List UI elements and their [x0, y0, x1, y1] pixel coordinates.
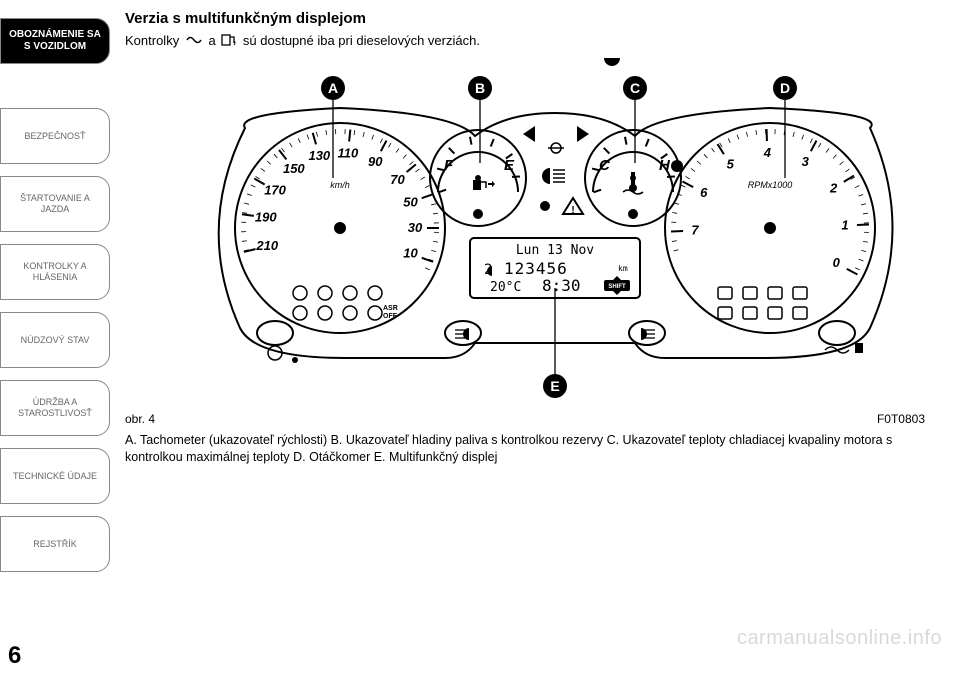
svg-text:!: !	[571, 205, 574, 216]
svg-text:0: 0	[833, 255, 841, 270]
svg-text:70: 70	[390, 172, 405, 187]
svg-text:km/h: km/h	[330, 180, 350, 190]
svg-text:5: 5	[727, 156, 735, 171]
svg-text:30: 30	[408, 220, 423, 235]
page-number: 6	[8, 642, 21, 670]
subtitle-pre: Kontrolky	[125, 33, 183, 48]
svg-text:A: A	[328, 80, 338, 96]
svg-text:ASR: ASR	[383, 305, 398, 312]
svg-text:110: 110	[337, 145, 358, 160]
svg-text:C: C	[630, 80, 640, 96]
svg-text:RPMx1000: RPMx1000	[748, 180, 793, 190]
section-subtitle: Kontrolky a sú dostupné iba pri dieselov…	[125, 33, 945, 50]
figure-code: F0T0803	[877, 412, 925, 426]
sidebar-tab[interactable]: NÚDZOVÝ STAV	[0, 312, 110, 368]
svg-text:90: 90	[368, 154, 383, 169]
svg-text:190: 190	[255, 210, 277, 225]
svg-text:km: km	[618, 264, 628, 273]
svg-text:B: B	[475, 80, 485, 96]
instrument-cluster-figure: 10 30 50 70 90 110 130150 170 190 210 km/h 0 1 2 3 4 5 6 7…	[125, 58, 925, 408]
figure-caption: A. Tachometer (ukazovateľ rýchlosti) B. …	[125, 432, 925, 466]
svg-text:150: 150	[283, 161, 305, 176]
svg-text:C: C	[599, 157, 611, 174]
svg-text:50: 50	[403, 194, 418, 209]
svg-text:SHIFT: SHIFT	[608, 284, 626, 290]
svg-text:7: 7	[691, 223, 699, 238]
svg-text:F: F	[444, 157, 454, 174]
sidebar-tab[interactable]: REJSTŘÍK	[0, 516, 110, 572]
fuel-water-icon	[221, 33, 237, 50]
svg-text:20°C: 20°C	[490, 280, 521, 295]
svg-text:D: D	[780, 80, 790, 96]
svg-text:H: H	[659, 157, 671, 174]
figure-number: obr. 4	[125, 412, 155, 426]
svg-text:210: 210	[255, 238, 278, 253]
svg-text:8:30: 8:30	[542, 276, 581, 295]
svg-text:2: 2	[829, 180, 838, 195]
sidebar-tab[interactable]: OBOZNÁMENIE SA S VOZIDLOM	[0, 18, 110, 64]
glowplug-icon	[185, 34, 203, 49]
section-title: Verzia s multifunkčným displejom	[125, 10, 945, 27]
figure-number-row: obr. 4 F0T0803	[125, 412, 925, 426]
watermark: carmanualsonline.info	[737, 627, 942, 650]
svg-text:10: 10	[403, 246, 418, 261]
page-content: Verzia s multifunkčným displejom Kontrol…	[125, 10, 945, 466]
sidebar-tab[interactable]: BEZPEČNOSŤ	[0, 108, 110, 164]
sidebar-tab[interactable]: ŠTARTOVANIE A JAZDA	[0, 176, 110, 232]
sidebar-tab[interactable]: ÚDRŽBA A STAROSTLIVOSŤ	[0, 380, 110, 436]
svg-text:E: E	[504, 157, 515, 174]
svg-text:Lun 13 Nov: Lun 13 Nov	[516, 243, 594, 258]
sidebar-tab[interactable]: TECHNICKÉ ÚDAJE	[0, 448, 110, 504]
svg-text:1: 1	[841, 217, 848, 232]
subtitle-post: sú dostupné iba pri dieselových verziách…	[243, 33, 480, 48]
sidebar: OBOZNÁMENIE SA S VOZIDLOM BEZPEČNOSŤ ŠTART…	[0, 0, 110, 678]
sidebar-tab[interactable]: KONTROLKY A HLÁSENIA	[0, 244, 110, 300]
subtitle-mid: a	[208, 33, 219, 48]
svg-text:E: E	[550, 378, 559, 394]
svg-text:6: 6	[700, 185, 708, 200]
svg-text:3: 3	[802, 154, 810, 169]
cluster-svg: 10 30 50 70 90 110 130150 170 190 210 km/h 0 1 2 3 4 5 6 7…	[125, 58, 925, 408]
svg-text:OFF: OFF	[383, 313, 398, 320]
svg-text:170: 170	[264, 183, 286, 198]
svg-text:4: 4	[763, 145, 772, 160]
svg-text:130: 130	[308, 148, 330, 163]
